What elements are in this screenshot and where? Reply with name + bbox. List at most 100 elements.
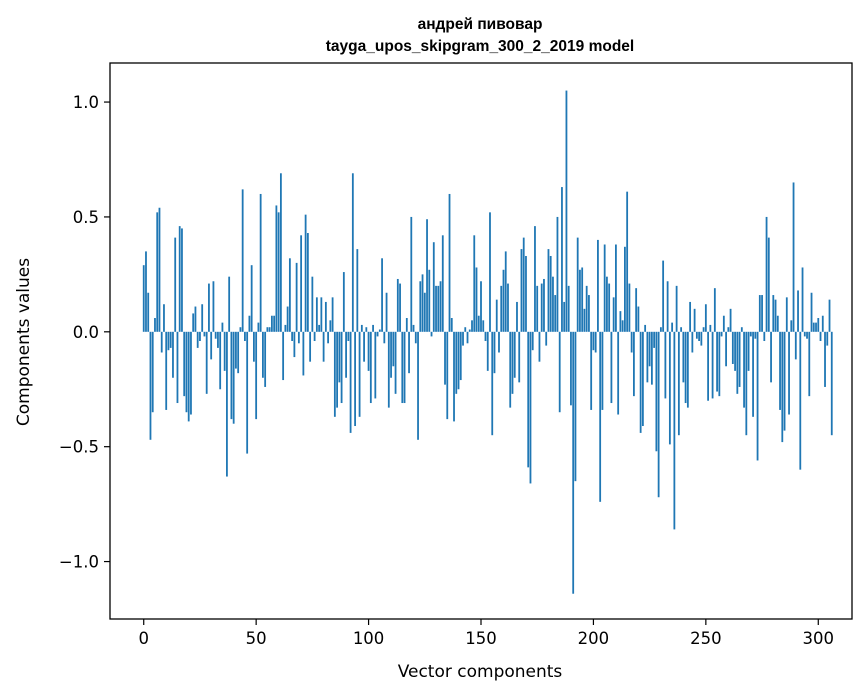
bar — [684, 331, 687, 404]
bar — [536, 285, 539, 332]
bar — [749, 331, 752, 337]
bar — [329, 320, 332, 332]
bar — [603, 244, 606, 332]
y-axis-label: Components values — [14, 258, 34, 426]
bar — [731, 331, 734, 364]
bar — [815, 322, 817, 332]
bar — [637, 306, 640, 332]
bar — [495, 299, 498, 332]
bar — [149, 331, 152, 440]
bar — [630, 331, 633, 353]
bar — [432, 242, 435, 332]
bar — [376, 331, 379, 337]
bar — [531, 331, 534, 351]
bar — [223, 331, 226, 371]
bar — [507, 283, 509, 332]
bar — [309, 331, 312, 362]
bar — [284, 324, 287, 332]
bar — [176, 331, 179, 404]
bar — [747, 331, 750, 371]
bar — [351, 173, 354, 332]
bar — [336, 331, 338, 408]
bar — [435, 285, 437, 332]
bar — [154, 318, 156, 332]
bar — [736, 331, 739, 394]
bar — [718, 331, 721, 397]
bar — [552, 276, 554, 332]
bar — [295, 262, 298, 332]
bar — [426, 219, 428, 332]
bar — [367, 331, 370, 371]
bar — [390, 331, 392, 378]
bar — [190, 331, 192, 415]
bar — [659, 327, 662, 332]
bar — [466, 331, 469, 344]
bar — [464, 327, 467, 332]
bar — [235, 331, 237, 369]
bar — [727, 327, 730, 332]
bar — [358, 331, 361, 417]
plot-frame — [109, 62, 853, 620]
bar — [516, 301, 518, 332]
bar — [205, 331, 208, 394]
bar — [453, 331, 455, 422]
y-tick-label: 0.0 — [73, 323, 99, 342]
bar — [450, 318, 453, 332]
bar — [788, 331, 790, 415]
bar — [369, 331, 372, 404]
bar — [662, 260, 665, 332]
bar — [230, 331, 233, 420]
x-tick-label: 100 — [353, 629, 385, 648]
bar — [210, 331, 213, 360]
bar — [648, 331, 651, 367]
bar — [297, 331, 300, 344]
bar — [360, 324, 363, 332]
y-axis-ticks: 1.0 0.5 0.0 −0.5 −1.0 — [59, 93, 110, 572]
x-tick-label: 0 — [138, 629, 149, 648]
bar — [513, 331, 516, 378]
bar — [446, 331, 449, 420]
bar — [381, 258, 383, 332]
bar — [473, 235, 476, 332]
bar — [437, 285, 440, 332]
bar — [163, 304, 165, 332]
bar — [576, 237, 579, 332]
bar — [232, 331, 235, 424]
bar — [178, 226, 181, 332]
bar — [545, 331, 548, 346]
bar — [554, 295, 557, 332]
bar — [702, 327, 705, 332]
bar — [520, 249, 523, 332]
bar — [819, 331, 822, 341]
bar — [372, 324, 374, 332]
bar — [428, 269, 431, 332]
bar — [597, 239, 599, 332]
bar — [493, 331, 496, 374]
bar — [482, 320, 485, 332]
bar — [266, 327, 269, 332]
bar — [522, 237, 525, 332]
y-tick-label: −0.5 — [59, 438, 99, 457]
bar — [698, 331, 700, 341]
bar — [201, 304, 204, 332]
bar — [677, 331, 680, 436]
bar — [165, 331, 168, 410]
bar — [151, 331, 154, 413]
bar — [572, 331, 575, 594]
bar — [738, 331, 741, 387]
bar — [624, 246, 626, 332]
bar — [599, 331, 602, 502]
bar — [169, 331, 172, 348]
bar — [570, 331, 572, 406]
bar — [518, 331, 521, 383]
bar — [315, 297, 318, 332]
bar — [655, 331, 658, 452]
bar — [824, 331, 826, 387]
bar — [214, 331, 217, 339]
bar — [556, 216, 559, 332]
bar — [628, 283, 631, 332]
bar — [282, 331, 285, 381]
bars-group — [142, 90, 833, 594]
bar — [183, 331, 186, 397]
bar — [158, 207, 161, 332]
